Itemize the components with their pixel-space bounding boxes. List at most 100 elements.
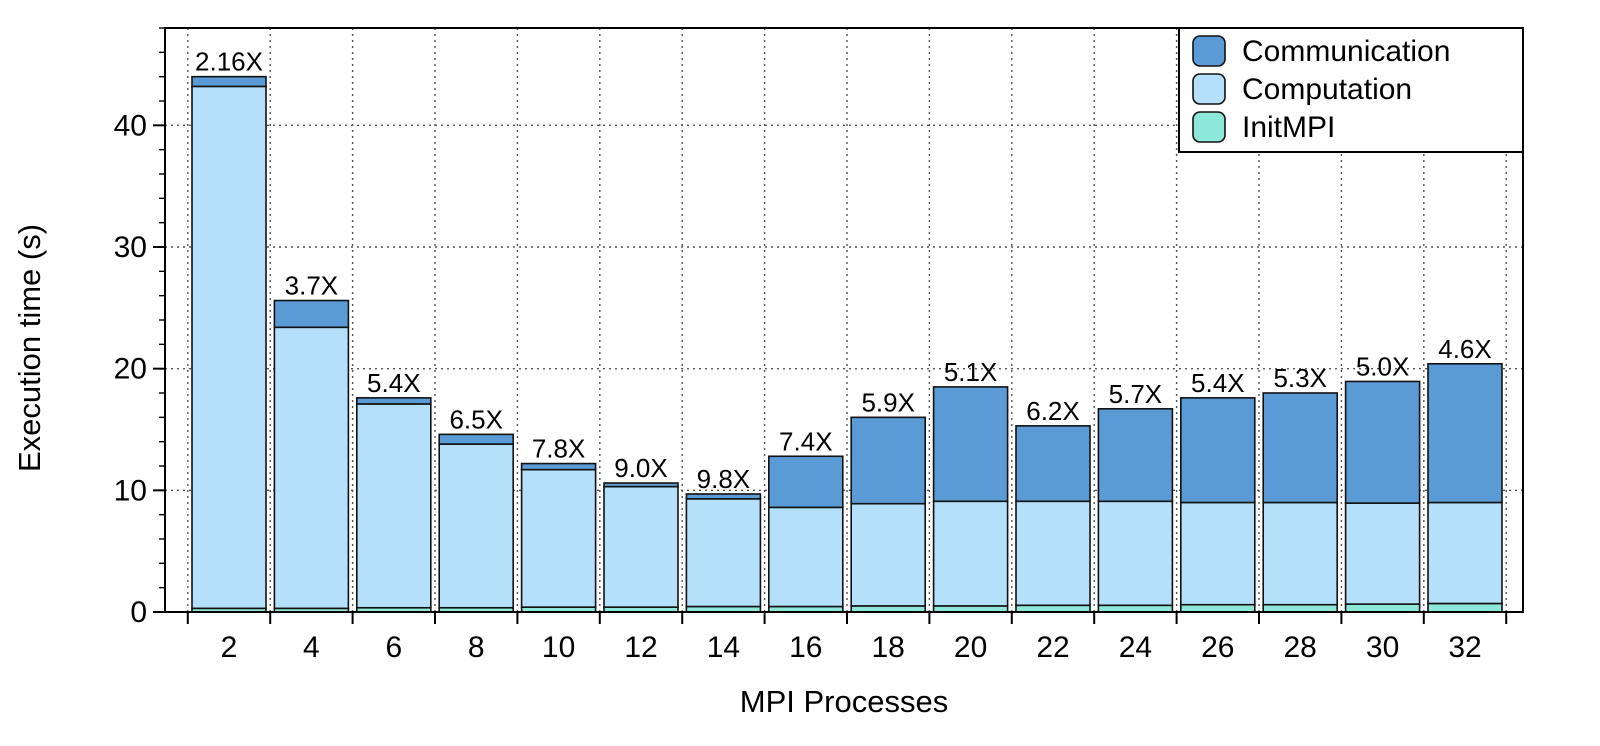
bar-communication-22 (1015, 425, 1091, 503)
bar-label-32: 4.6X (1438, 334, 1492, 364)
x-tick-label-6: 6 (385, 631, 402, 664)
x-tick-label-4: 4 (303, 631, 320, 664)
bar-stack-20 (932, 386, 1009, 613)
x-tick-label-20: 20 (954, 631, 987, 664)
bar-communication-14 (685, 493, 762, 500)
bar-label-14: 9.8X (697, 464, 751, 494)
x-tick-label-12: 12 (624, 631, 657, 664)
x-axis-title: MPI Processes (740, 684, 948, 719)
x-tick-label-10: 10 (542, 631, 575, 664)
bar-stack-10 (520, 462, 597, 613)
bar-initmpi-30 (1344, 603, 1421, 613)
x-tick-label-14: 14 (707, 631, 740, 664)
bar-label-10: 7.8X (532, 434, 586, 464)
bar-communication-20 (932, 386, 1009, 503)
bar-stack-22 (1015, 425, 1091, 613)
bar-stack-28 (1262, 392, 1338, 613)
bar-label-12: 9.0X (614, 453, 668, 483)
bar-computation-10 (520, 468, 597, 608)
legend-label-communication: Communication (1242, 35, 1450, 68)
bar-initmpi-28 (1262, 603, 1338, 613)
bar-communication-26 (1180, 397, 1256, 504)
bar-communication-30 (1344, 380, 1421, 504)
x-tick-label-22: 22 (1036, 631, 1069, 664)
bar-labels: 2.16X 3.7X 5.4X 6.5X 7.8X 9.0X 9.8X 7.4X 5.9X 5.1… (195, 47, 1492, 494)
bar-computation-8 (438, 443, 515, 609)
legend-swatch-computation (1192, 73, 1226, 105)
legend-swatch-communication (1192, 35, 1226, 67)
legend-swatch-initmpi (1192, 111, 1226, 143)
bar-initmpi-22 (1015, 604, 1091, 613)
x-tick-label-24: 24 (1119, 631, 1152, 664)
bar-label-4: 3.7X (285, 271, 339, 301)
bar-communication-24 (1097, 408, 1174, 503)
bar-stack-12 (603, 482, 679, 613)
bar-communication-4 (273, 299, 350, 329)
bar-label-8: 6.5X (449, 404, 503, 434)
bar-stack-14 (685, 493, 762, 613)
bar-label-26: 5.4X (1191, 368, 1245, 398)
y-axis-title: Execution time (s) (12, 224, 47, 472)
bar-stack-30 (1344, 380, 1421, 613)
bar-label-22: 6.2X (1026, 396, 1080, 426)
x-tick-label-18: 18 (872, 631, 905, 664)
x-tick-label-28: 28 (1284, 631, 1317, 664)
bar-communication-10 (520, 462, 597, 471)
bar-computation-20 (932, 500, 1009, 607)
bar-stack-24 (1097, 408, 1174, 613)
bar-label-30: 5.0X (1356, 351, 1410, 381)
y-tick-label: 40 (114, 109, 147, 142)
bar-stack-16 (767, 455, 844, 613)
bar-stack-18 (850, 416, 927, 613)
bar-computation-30 (1344, 502, 1421, 605)
y-tick-label: 30 (114, 231, 147, 264)
y-tick-label: 10 (114, 474, 147, 507)
bar-computation-2 (191, 85, 267, 610)
y-tick-label: 0 (130, 596, 147, 629)
bar-communication-28 (1262, 392, 1338, 504)
bar-computation-14 (685, 498, 762, 608)
x-tick-label-2: 2 (221, 631, 238, 664)
bar-label-16: 7.4X (779, 426, 833, 456)
bar-communication-2 (191, 75, 267, 88)
bar-computation-32 (1427, 501, 1503, 605)
bar-initmpi-24 (1097, 604, 1174, 613)
bar-label-2: 2.16X (195, 47, 263, 77)
bars (191, 75, 1503, 613)
bar-stack-26 (1180, 397, 1256, 613)
x-tick-label-16: 16 (789, 631, 822, 664)
bar-communication-8 (438, 433, 515, 445)
legend-label-initmpi: InitMPI (1242, 111, 1335, 144)
bar-computation-18 (850, 502, 927, 607)
bar-stack-8 (438, 433, 515, 613)
bar-computation-12 (603, 485, 679, 608)
x-tick-label-8: 8 (468, 631, 485, 664)
bar-communication-12 (603, 482, 679, 488)
x-tick-label-32: 32 (1448, 631, 1481, 664)
x-tick-label-26: 26 (1201, 631, 1234, 664)
bar-computation-6 (355, 403, 432, 609)
bar-stack-2 (191, 75, 267, 613)
bar-initmpi-26 (1180, 603, 1256, 613)
bar-stack-4 (273, 299, 350, 613)
bar-stack-32 (1427, 362, 1503, 613)
bar-label-6: 5.4X (367, 368, 421, 398)
bar-label-28: 5.3X (1273, 363, 1327, 393)
bar-computation-28 (1262, 501, 1338, 606)
bar-computation-26 (1180, 501, 1256, 606)
legend-label-computation: Computation (1242, 73, 1412, 106)
bar-computation-22 (1015, 500, 1091, 607)
bar-communication-6 (355, 397, 432, 405)
bar-computation-24 (1097, 500, 1174, 607)
bar-label-20: 5.1X (944, 357, 998, 387)
bar-communication-32 (1427, 362, 1503, 504)
legend-box (1178, 27, 1524, 153)
bar-label-24: 5.7X (1109, 379, 1163, 409)
bar-initmpi-32 (1427, 602, 1503, 613)
bar-communication-18 (850, 416, 927, 505)
bar-stack-6 (355, 397, 432, 613)
bar-computation-16 (767, 506, 844, 608)
